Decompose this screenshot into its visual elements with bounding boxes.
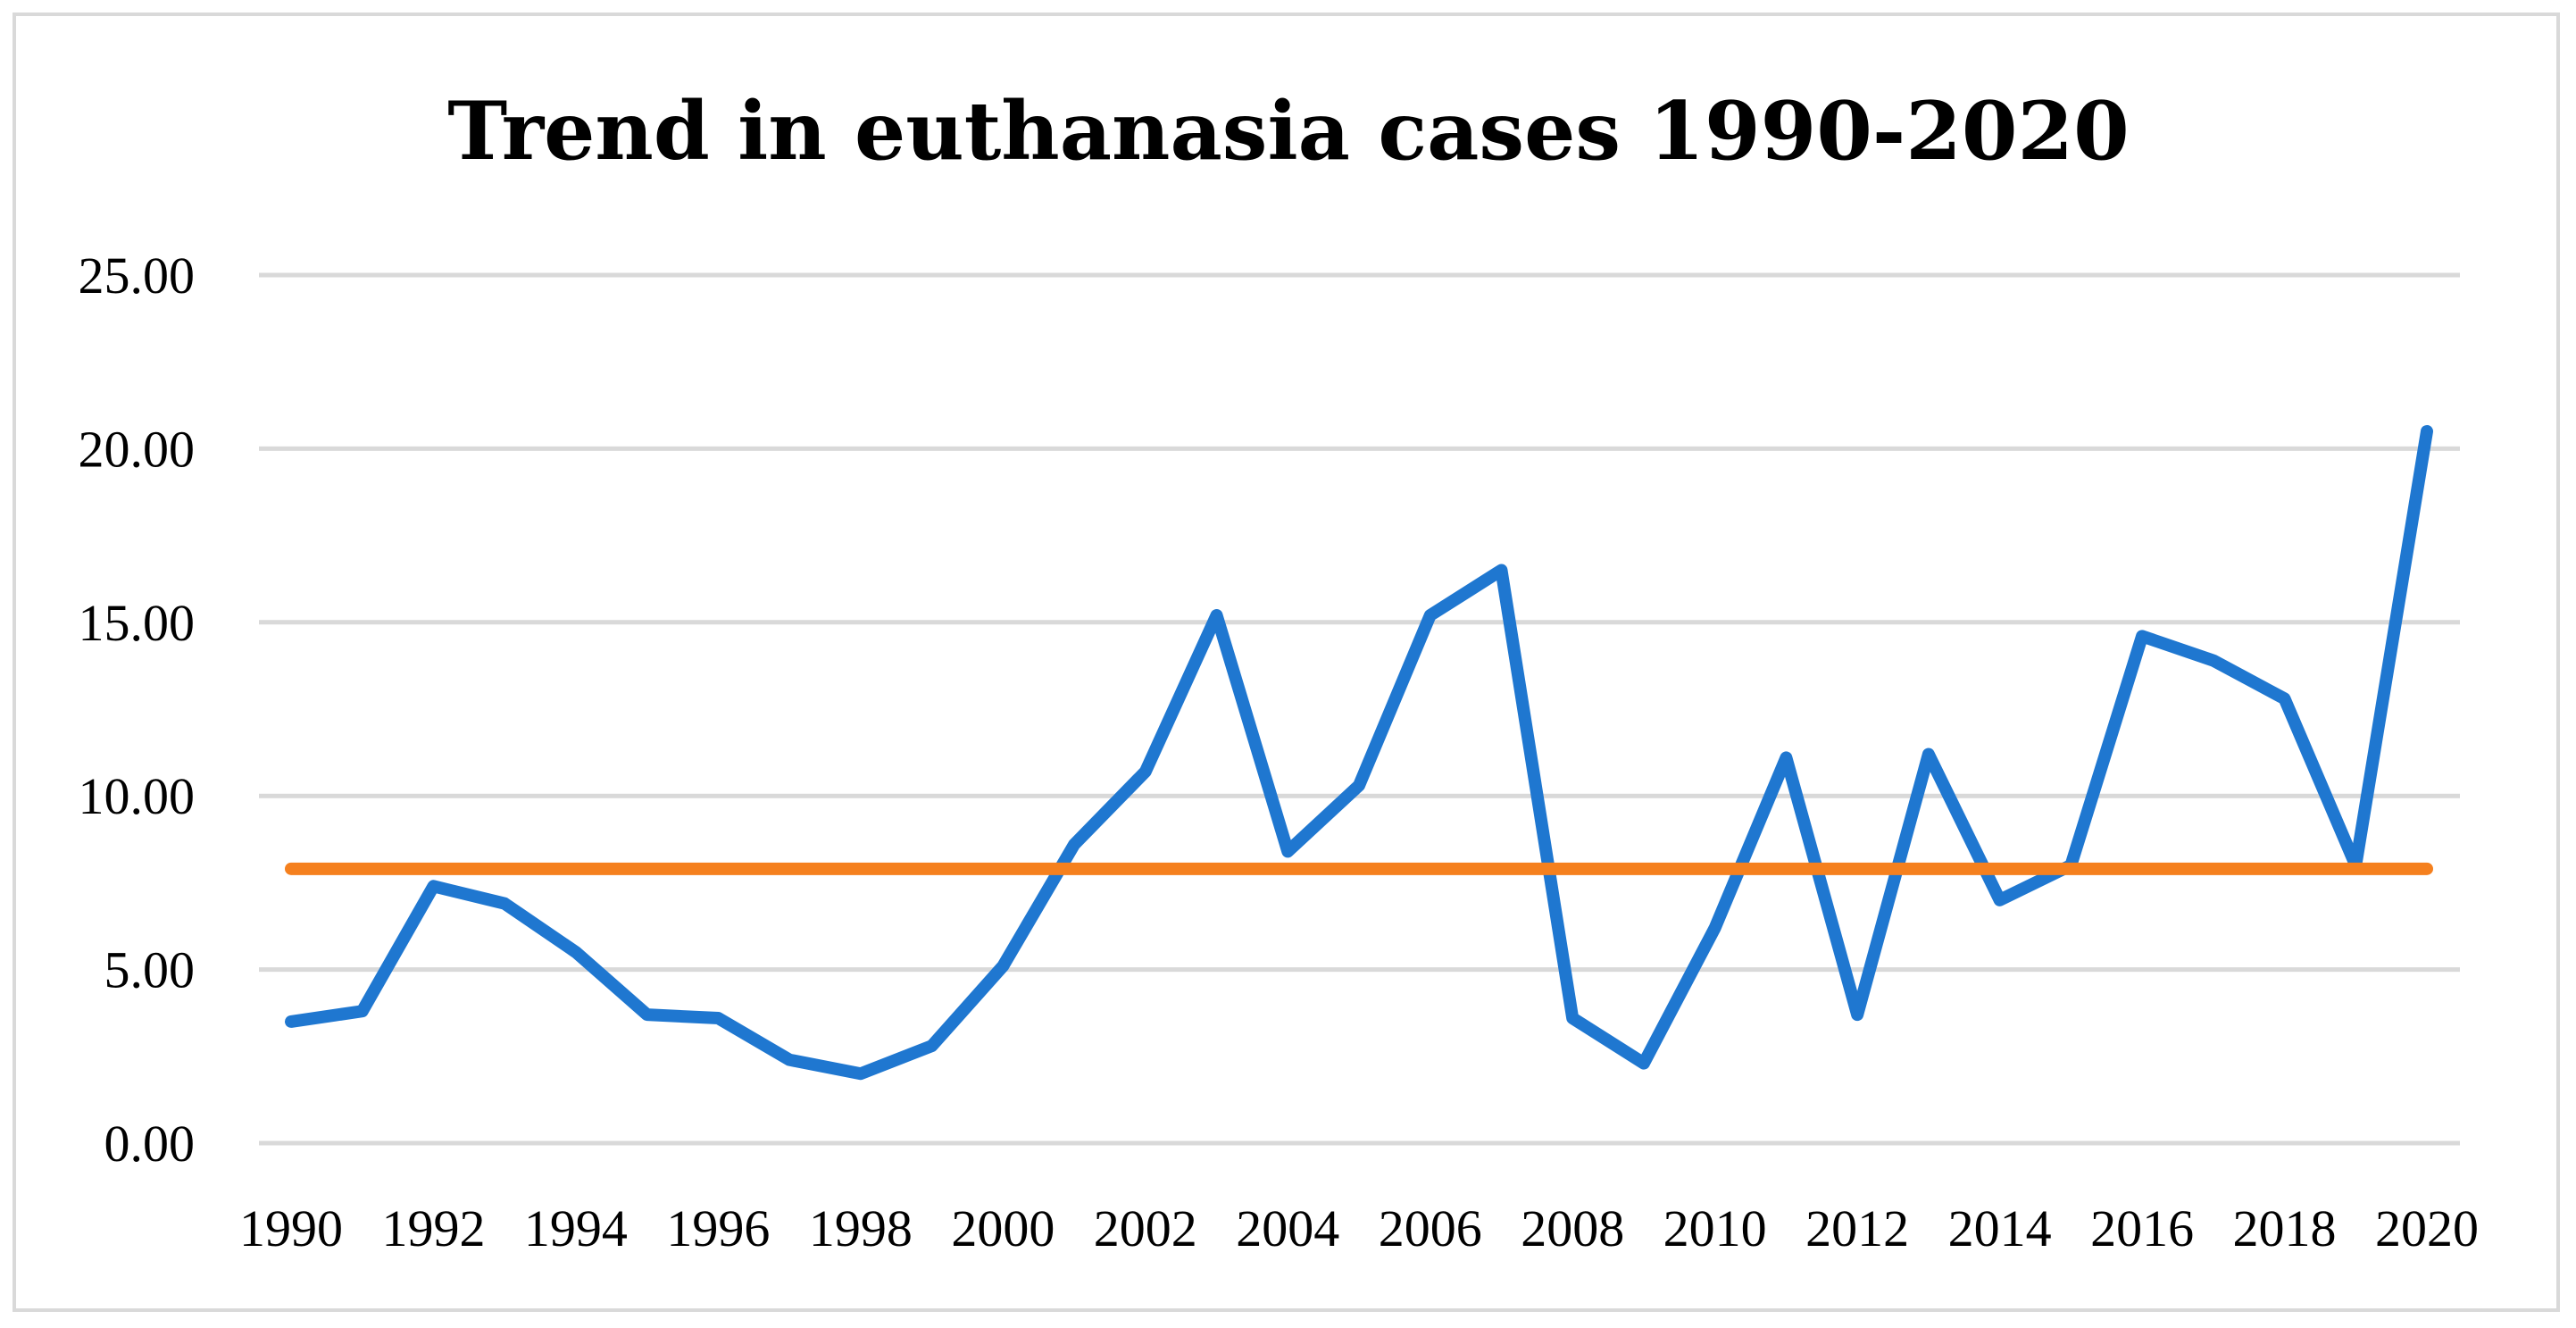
x-tick-label: 2014	[1948, 1199, 2052, 1257]
series-lines	[285, 424, 2433, 1081]
chart-title: Trend in euthanasia cases 1990-2020	[447, 84, 2129, 179]
x-tick-label: 1996	[666, 1199, 770, 1257]
x-axis-ticks: 1990 1992 1994 1996 1998 2000 2002 2004 2006 2008…	[239, 1199, 2479, 1257]
x-tick-label: 2006	[1379, 1199, 1482, 1257]
x-tick-label: 2020	[2375, 1199, 2479, 1257]
x-tick-label: 2004	[1236, 1199, 1339, 1257]
x-tick-label: 1992	[381, 1199, 485, 1257]
x-tick-label: 2016	[2090, 1199, 2194, 1257]
y-tick-label: 20.00	[79, 420, 196, 478]
series-line-euthanasia-cases	[285, 424, 2433, 1081]
gridlines	[259, 272, 2460, 1146]
x-tick-label: 2008	[1521, 1199, 1624, 1257]
y-tick-label: 25.00	[79, 246, 196, 305]
x-tick-label: 1990	[239, 1199, 343, 1257]
y-tick-label: 15.00	[79, 594, 196, 652]
x-tick-label: 2000	[951, 1199, 1055, 1257]
x-tick-label: 1998	[809, 1199, 913, 1257]
x-tick-label: 2002	[1094, 1199, 1197, 1257]
x-tick-label: 2012	[1805, 1199, 1909, 1257]
x-tick-label: 1994	[524, 1199, 628, 1257]
y-axis-ticks: 0.00 5.00 10.00 15.00 20.00 25.00	[79, 246, 196, 1173]
y-tick-label: 10.00	[79, 767, 196, 825]
x-tick-label: 2010	[1663, 1199, 1767, 1257]
y-tick-label: 5.00	[104, 941, 196, 999]
y-tick-label: 0.00	[104, 1115, 196, 1173]
x-tick-label: 2018	[2233, 1199, 2337, 1257]
